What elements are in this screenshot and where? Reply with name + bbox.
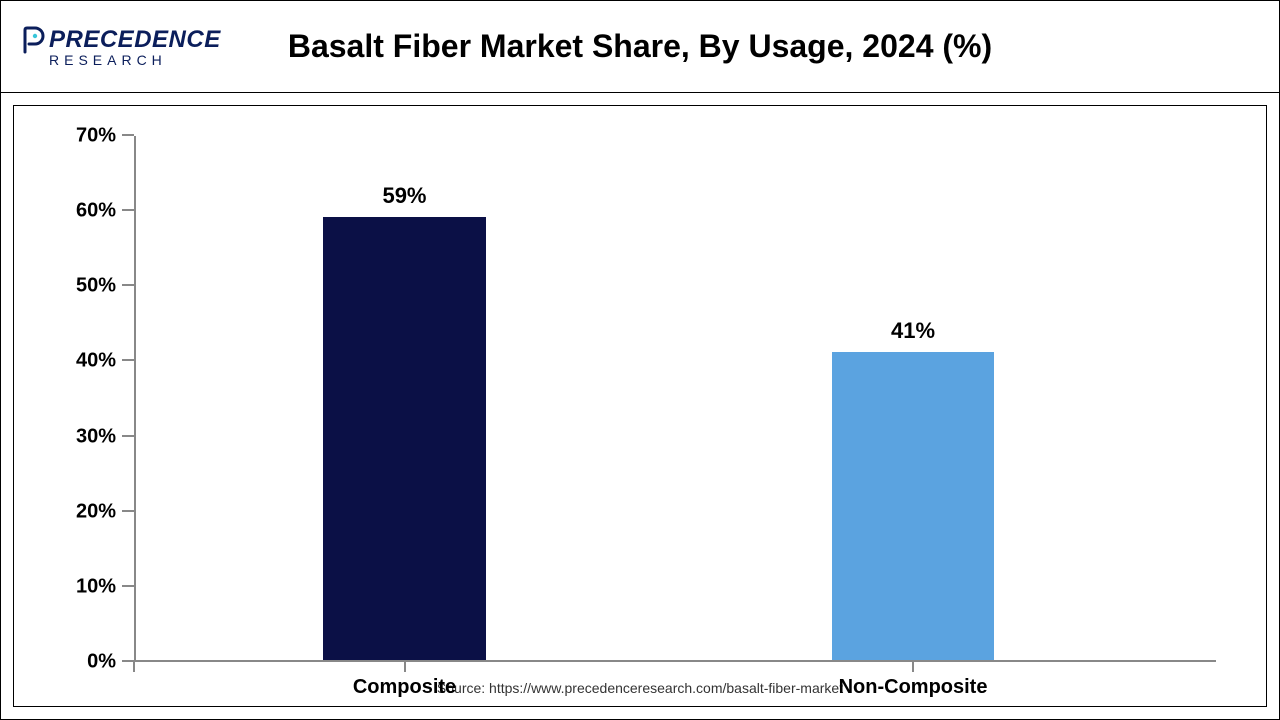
x-tick [133, 662, 135, 672]
y-tick [122, 435, 134, 437]
y-tick-label: 30% [76, 425, 116, 448]
x-tick [912, 662, 914, 672]
y-tick [122, 585, 134, 587]
chart-frame: 0% 10% 20% 30% 40% 50% 60% 70% 59% Composite 41% No… [13, 105, 1267, 707]
x-axis-line [134, 660, 1216, 662]
y-tick-label: 40% [76, 350, 116, 373]
y-tick [122, 359, 134, 361]
bar-non-composite: 41% [832, 352, 994, 660]
y-tick-label: 60% [76, 200, 116, 223]
x-category-label: Composite [353, 676, 456, 699]
bar-value-label: 59% [382, 183, 426, 209]
x-tick [404, 662, 406, 672]
plot-area: 0%10%20%30%40%50%60%70%59%Composite41%No… [134, 136, 1216, 662]
title-bar: PRECEDENCE RESEARCH Basalt Fiber Market … [1, 1, 1279, 93]
y-tick-label: 70% [76, 125, 116, 148]
brand-logo: PRECEDENCE RESEARCH [21, 26, 221, 68]
brand-name-row: PRECEDENCE [21, 26, 221, 54]
brand-sub: RESEARCH [49, 52, 167, 68]
bar-value-label: 41% [891, 318, 935, 344]
chart-container: PRECEDENCE RESEARCH Basalt Fiber Market … [0, 0, 1280, 720]
chart-title: Basalt Fiber Market Share, By Usage, 202… [288, 28, 992, 65]
y-tick-label: 20% [76, 500, 116, 523]
x-category-label: Non-Composite [839, 676, 988, 699]
y-tick-label: 10% [76, 575, 116, 598]
y-tick [122, 209, 134, 211]
brand-p-icon [21, 26, 47, 54]
plot-wrap: 0%10%20%30%40%50%60%70%59%Composite41%No… [14, 106, 1266, 672]
y-tick-label: 50% [76, 275, 116, 298]
source-text: Source: https://www.precedenceresearch.c… [14, 672, 1266, 706]
y-tick [122, 510, 134, 512]
bar-composite: 59% [323, 217, 485, 660]
brand-name: PRECEDENCE [49, 26, 221, 54]
y-axis-line [134, 136, 136, 662]
y-tick-label: 0% [87, 651, 116, 674]
y-tick [122, 284, 134, 286]
y-tick [122, 134, 134, 136]
